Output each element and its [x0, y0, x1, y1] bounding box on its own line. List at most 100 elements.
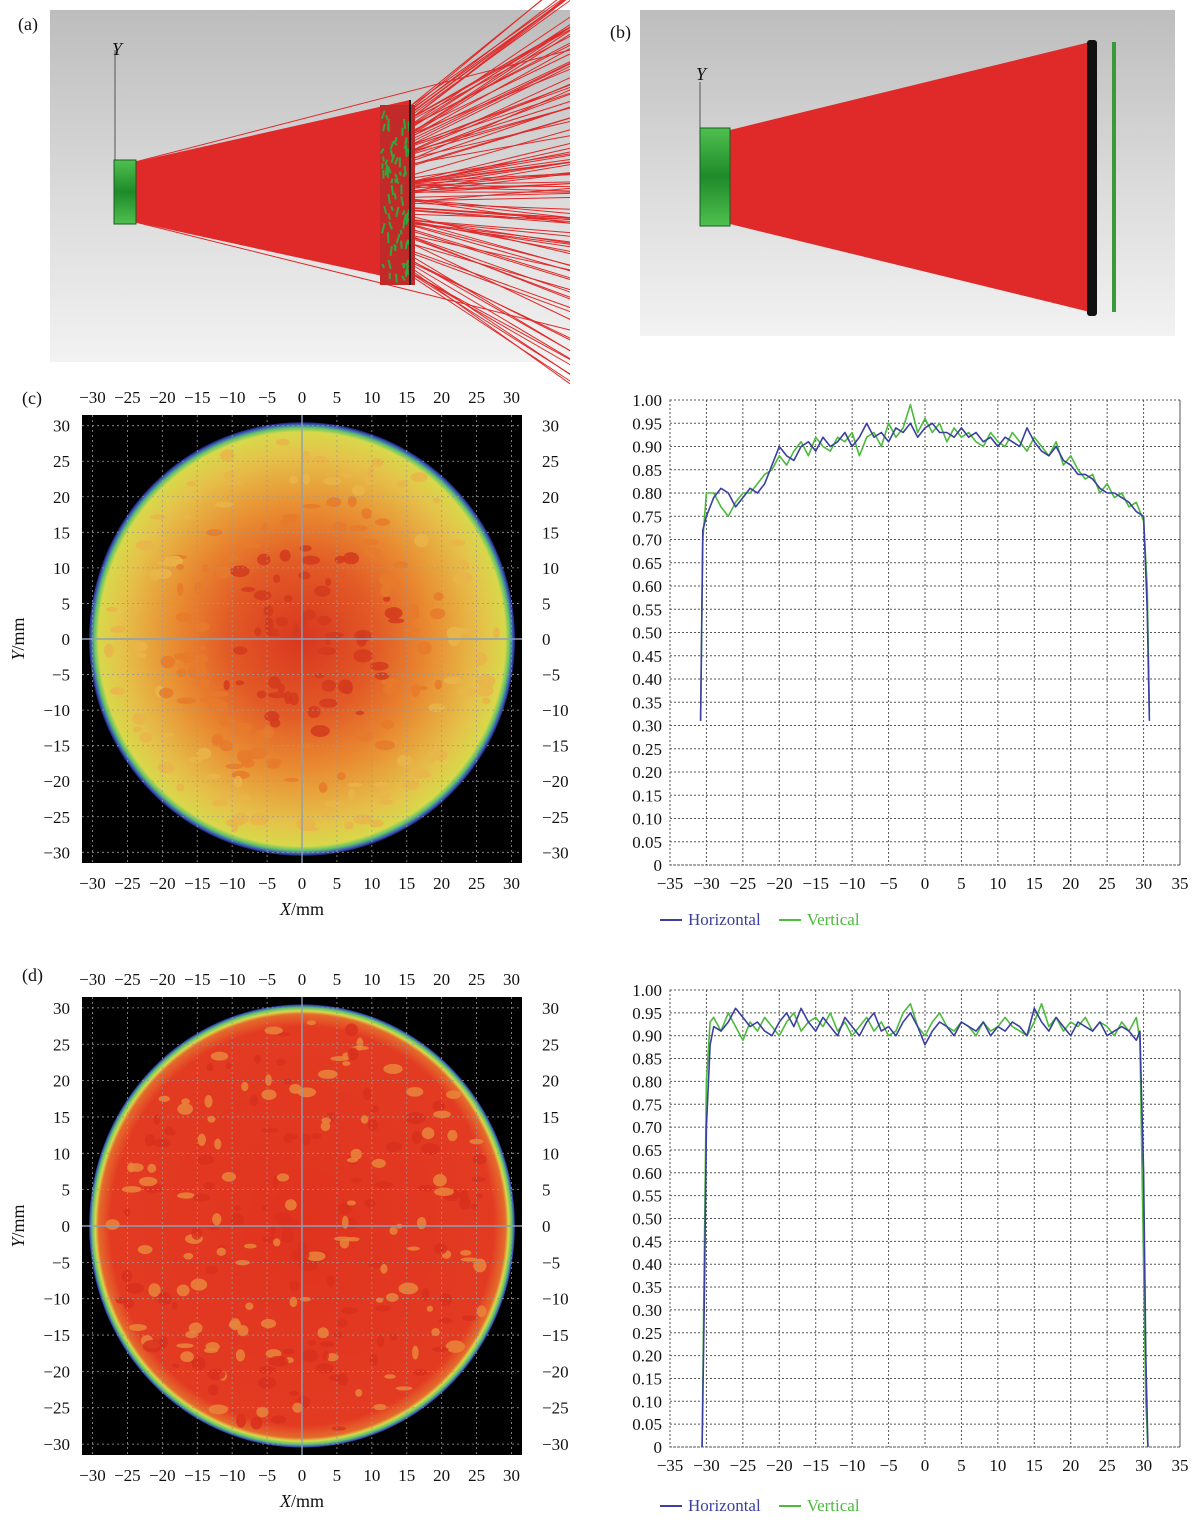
y-tick-label: 0.95	[632, 1004, 662, 1023]
speckle	[233, 775, 243, 788]
speckle	[317, 615, 332, 626]
x-tick-top: −30	[79, 970, 106, 989]
speckle	[250, 1416, 263, 1430]
speckle	[111, 625, 126, 633]
y-axis-title: Y/mm	[8, 1204, 28, 1247]
speckle	[432, 1346, 449, 1352]
y-tick-label: 0.10	[632, 810, 662, 829]
scattered-ray	[409, 117, 571, 166]
speckle	[421, 1127, 435, 1140]
diffuser-feature	[380, 147, 385, 154]
speckle	[295, 817, 316, 831]
y-tick-left: −25	[43, 1399, 70, 1418]
x-tick-label: −25	[730, 874, 757, 893]
speckle	[180, 1351, 194, 1363]
diffuser-feature	[405, 212, 410, 222]
x-tick-bottom: −25	[114, 874, 141, 893]
speckle	[396, 480, 409, 488]
scattered-ray	[409, 44, 571, 127]
x-tick-bottom: 30	[503, 1466, 520, 1485]
speckle	[275, 438, 290, 446]
speckle	[176, 1284, 190, 1297]
speckle	[317, 1069, 338, 1079]
x-tick-label: −5	[880, 1456, 898, 1475]
y-axis-label: Y	[112, 39, 124, 59]
speckle	[275, 616, 289, 627]
speckle	[459, 1249, 472, 1256]
speckle	[371, 1158, 386, 1168]
y-axis-title: Y/mm	[8, 617, 28, 660]
speckle	[351, 485, 366, 496]
legend-item-horizontal: Horizontal	[660, 1496, 761, 1516]
speckle	[387, 618, 405, 624]
speckle	[115, 1297, 128, 1304]
y-tick-right: 15	[542, 523, 559, 542]
speckle	[220, 449, 235, 462]
diffuser-feature	[394, 178, 397, 184]
speckle	[209, 691, 229, 697]
speckle	[171, 1363, 179, 1368]
speckle	[158, 1095, 171, 1102]
speckle	[104, 643, 114, 658]
y-tick-right: −20	[542, 1362, 569, 1381]
scattered-ray	[409, 84, 571, 147]
speckle	[347, 1047, 359, 1061]
speckle	[356, 633, 367, 647]
speckle	[342, 552, 360, 565]
x-tick-bottom: −20	[149, 874, 176, 893]
x-tick-top: 0	[298, 970, 307, 989]
speckle	[432, 1100, 445, 1113]
speckle	[137, 1244, 153, 1255]
y-tick-right: 20	[542, 1072, 559, 1091]
x-tick-bottom: −30	[79, 1466, 106, 1485]
x-tick-label: 15	[1026, 1456, 1043, 1475]
y-tick-label: 0.55	[632, 600, 662, 619]
y-tick-left: 0	[62, 630, 71, 649]
speckle	[350, 1177, 363, 1183]
scattered-ray	[409, 271, 571, 366]
speckle	[239, 794, 251, 802]
speckle	[177, 582, 184, 596]
scattered-ray	[409, 219, 571, 237]
y-tick-left: −5	[52, 666, 70, 685]
y-tick-label: 0.15	[632, 1369, 662, 1388]
y-tick-label: 0.50	[632, 624, 662, 643]
speckle	[176, 783, 185, 792]
scattered-ray	[409, 209, 571, 222]
y-tick-label: 0.65	[632, 554, 662, 573]
speckle	[249, 812, 269, 826]
speckle	[241, 1081, 249, 1092]
x-tick-bottom: 10	[363, 1466, 380, 1485]
speckle	[323, 477, 342, 485]
speckle	[406, 1086, 424, 1097]
x-tick-bottom: 25	[468, 874, 485, 893]
x-tick-top: 10	[363, 970, 380, 989]
speckle	[297, 1258, 318, 1272]
speckle	[291, 1249, 310, 1262]
speckle	[283, 595, 293, 602]
speckle	[159, 687, 174, 699]
scattered-ray	[409, 183, 571, 194]
speckle	[312, 455, 328, 467]
speckle	[147, 1163, 157, 1173]
scattered-ray	[409, 93, 571, 155]
speckle	[405, 612, 420, 619]
y-tick-left: −10	[43, 701, 70, 720]
speckle	[322, 1350, 329, 1362]
speckle	[223, 680, 230, 691]
y-tick-right: 30	[542, 999, 559, 1018]
x-tick-top: 5	[333, 388, 342, 407]
y-tick-left: −20	[43, 1362, 70, 1381]
diffuser-feature	[398, 171, 402, 176]
speckle	[377, 792, 391, 799]
scattered-ray	[409, 271, 571, 360]
speckle	[362, 538, 379, 546]
speckle	[190, 1278, 208, 1291]
speckle	[363, 473, 375, 485]
x-tick-label: 30	[1135, 874, 1152, 893]
x-tick-top: −25	[114, 388, 141, 407]
y-tick-left: 25	[53, 452, 70, 471]
speckle	[267, 691, 288, 699]
scattered-ray	[409, 159, 571, 183]
scattered-ray	[409, 65, 571, 146]
